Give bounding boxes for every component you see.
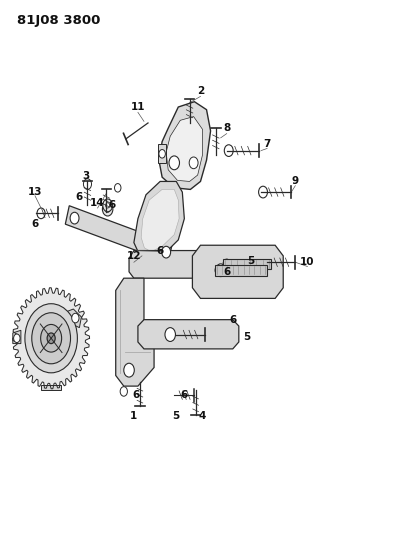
Text: 12: 12 bbox=[127, 251, 141, 261]
Polygon shape bbox=[134, 181, 184, 261]
Circle shape bbox=[216, 264, 226, 277]
Text: 2: 2 bbox=[197, 86, 204, 96]
Polygon shape bbox=[13, 288, 90, 389]
Polygon shape bbox=[65, 206, 172, 262]
Polygon shape bbox=[13, 330, 21, 344]
Polygon shape bbox=[41, 385, 61, 390]
Text: 5: 5 bbox=[247, 256, 255, 266]
Text: 1: 1 bbox=[130, 411, 138, 422]
Circle shape bbox=[169, 156, 179, 169]
Circle shape bbox=[40, 325, 62, 352]
Polygon shape bbox=[166, 117, 202, 181]
Polygon shape bbox=[159, 102, 211, 189]
Circle shape bbox=[106, 203, 110, 208]
Text: 14: 14 bbox=[90, 198, 105, 208]
Polygon shape bbox=[66, 309, 81, 328]
Circle shape bbox=[102, 202, 113, 216]
Polygon shape bbox=[141, 189, 179, 252]
Circle shape bbox=[189, 157, 198, 168]
Text: 11: 11 bbox=[131, 102, 145, 112]
Circle shape bbox=[72, 313, 79, 323]
Circle shape bbox=[37, 208, 45, 219]
Text: 6: 6 bbox=[156, 246, 164, 255]
Text: 3: 3 bbox=[82, 171, 89, 181]
Circle shape bbox=[83, 179, 92, 189]
Circle shape bbox=[224, 145, 233, 157]
Bar bbox=[223, 259, 271, 269]
Text: 8: 8 bbox=[223, 123, 230, 133]
Polygon shape bbox=[129, 251, 281, 278]
Text: 6: 6 bbox=[76, 192, 83, 203]
Polygon shape bbox=[116, 278, 154, 386]
Circle shape bbox=[215, 265, 222, 275]
Text: 5: 5 bbox=[173, 411, 180, 422]
Circle shape bbox=[124, 364, 134, 377]
Circle shape bbox=[32, 313, 70, 364]
Text: 7: 7 bbox=[263, 139, 271, 149]
Text: 6: 6 bbox=[223, 267, 230, 277]
Circle shape bbox=[103, 199, 113, 212]
Text: 9: 9 bbox=[292, 176, 299, 187]
Text: 5: 5 bbox=[243, 332, 251, 342]
Circle shape bbox=[14, 334, 20, 343]
Circle shape bbox=[47, 333, 55, 344]
Bar bbox=[215, 265, 267, 276]
Text: 13: 13 bbox=[28, 187, 42, 197]
Text: 6: 6 bbox=[31, 219, 38, 229]
Polygon shape bbox=[138, 320, 239, 349]
Circle shape bbox=[25, 304, 77, 373]
Polygon shape bbox=[158, 144, 166, 163]
Text: 6: 6 bbox=[132, 390, 140, 400]
Text: 10: 10 bbox=[300, 257, 315, 267]
Text: 6: 6 bbox=[181, 390, 188, 400]
Circle shape bbox=[259, 186, 267, 198]
Circle shape bbox=[165, 328, 175, 342]
Text: 6: 6 bbox=[108, 200, 115, 211]
Circle shape bbox=[115, 183, 121, 192]
Text: 81J08 3800: 81J08 3800 bbox=[17, 14, 100, 27]
Polygon shape bbox=[192, 245, 283, 298]
Circle shape bbox=[159, 150, 165, 158]
Circle shape bbox=[70, 212, 79, 224]
Text: 4: 4 bbox=[199, 411, 206, 422]
Circle shape bbox=[105, 206, 110, 212]
Circle shape bbox=[223, 259, 230, 269]
Circle shape bbox=[120, 386, 128, 396]
Text: 6: 6 bbox=[229, 314, 237, 325]
Circle shape bbox=[162, 246, 171, 258]
